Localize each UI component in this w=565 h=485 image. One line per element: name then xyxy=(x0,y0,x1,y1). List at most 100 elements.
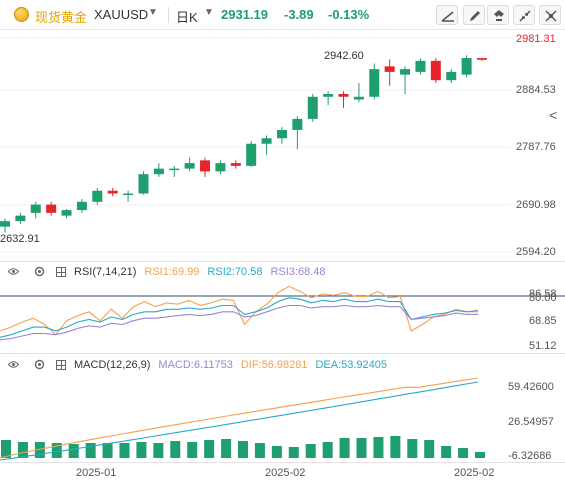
macd-histogram-bar xyxy=(204,440,215,458)
rsi-line-rsi1 xyxy=(0,285,478,336)
candle-body xyxy=(138,174,149,194)
macd-histogram-bar xyxy=(136,442,147,458)
macd-histogram-bar xyxy=(288,447,299,458)
time-axis-label: 2025-02 xyxy=(454,467,495,479)
chevron-down-icon[interactable]: ▼ xyxy=(148,7,158,18)
chevron-left-icon[interactable]: < xyxy=(549,107,558,123)
macd-histogram-bar xyxy=(170,441,181,458)
line-draw-icon xyxy=(441,11,454,22)
rsi-axis-label: 86.58 xyxy=(529,288,557,300)
macd-dif-line xyxy=(0,377,479,459)
candle-body xyxy=(230,163,241,166)
macd-series xyxy=(0,377,485,461)
gold-coin-icon xyxy=(14,7,29,22)
pane-divider xyxy=(0,353,565,354)
macd-histogram-bar xyxy=(102,443,113,458)
gear-icon[interactable] xyxy=(34,359,45,370)
price-axis-label: 2787.76 xyxy=(516,141,556,153)
candle-body xyxy=(0,221,10,227)
macd-histogram-bar xyxy=(424,440,435,458)
candle-body xyxy=(307,96,318,119)
macd-histogram-bar xyxy=(339,438,350,458)
rsi-line-rsi3 xyxy=(0,304,478,341)
candle-body xyxy=(446,71,457,81)
high-annotation: 2942.60 xyxy=(324,50,364,62)
rsi-expand-icon[interactable] xyxy=(56,267,66,277)
pencil-icon xyxy=(470,11,480,21)
candle-body xyxy=(184,163,195,169)
macd-histogram-bar xyxy=(153,443,164,458)
macd-histogram-bar xyxy=(356,438,367,458)
candle-body xyxy=(338,94,349,97)
rsi-axis-label: 80.00 xyxy=(529,292,557,304)
candle-body xyxy=(415,60,426,72)
period-chevron-down-icon[interactable]: ▼ xyxy=(204,7,214,18)
candle-body xyxy=(153,168,164,175)
price-axis-label: 2690.98 xyxy=(516,199,556,211)
macd-histogram-bar xyxy=(322,442,333,458)
time-axis-label: 2025-02 xyxy=(265,467,306,479)
candle-body xyxy=(461,58,472,75)
eye-icon[interactable] xyxy=(8,266,19,277)
rsi-series xyxy=(0,285,479,341)
collapse-button[interactable] xyxy=(513,5,535,25)
period-selector[interactable]: 日K xyxy=(176,10,198,25)
price-axis-label: 2884.53 xyxy=(516,84,556,96)
macd-title: MACD(12,26,9) xyxy=(74,359,151,371)
macd-histogram-bar xyxy=(475,452,485,458)
price-axis-label-top: 2981.31 xyxy=(516,33,556,45)
rsi-axis-label: 51.12 xyxy=(529,340,557,352)
macd-histogram-bar xyxy=(407,439,418,458)
macd-expand-icon[interactable] xyxy=(56,360,66,370)
macd-dea-line xyxy=(0,381,479,461)
candle-body xyxy=(123,193,134,196)
symbol-name[interactable]: 现货黄金 xyxy=(35,10,88,25)
macd-histogram-bar xyxy=(119,443,130,458)
candle-body xyxy=(400,69,411,75)
macd-axis-label: 26.54957 xyxy=(508,416,554,428)
last-price: 2931.19 xyxy=(221,7,268,22)
macd-histogram-bar xyxy=(187,442,198,458)
rsi-axis-label: 68.85 xyxy=(529,315,557,327)
magnet-button[interactable] xyxy=(487,5,509,25)
eye-icon[interactable] xyxy=(8,359,19,370)
macd-axis-label: -6.32686 xyxy=(508,450,552,462)
magnet-icon xyxy=(494,10,504,21)
price-axis-label: 2594.20 xyxy=(516,246,556,258)
dif-label: DIF:56.98281 xyxy=(240,359,308,371)
gear-icon[interactable] xyxy=(34,266,45,277)
macd-histogram-bar xyxy=(34,442,45,458)
line-draw-button[interactable] xyxy=(436,5,458,25)
candle-body xyxy=(107,190,118,194)
candle-body xyxy=(369,69,380,97)
macd-histogram-bar xyxy=(221,439,232,458)
macd-histogram-bar xyxy=(68,444,79,458)
macd-histogram-bar xyxy=(17,442,28,458)
candle-body xyxy=(276,129,287,139)
macd-legend: MACD(12,26,9) MACD:6.11753 DIF:56.98281 … xyxy=(56,359,387,371)
rsi2-label: RSI2:70.58 xyxy=(207,266,263,278)
macd-histogram-bar xyxy=(441,446,452,458)
price-change-pct: -0.13% xyxy=(328,7,370,22)
candle-body xyxy=(261,138,272,144)
macd-histogram-bar xyxy=(51,443,62,458)
divider xyxy=(168,7,169,23)
candle-body xyxy=(430,60,441,81)
macd-histogram-bar xyxy=(254,443,265,458)
candle-body xyxy=(353,96,364,100)
macd-histogram-bar xyxy=(458,448,469,458)
candle-body xyxy=(477,58,487,60)
candle-body xyxy=(246,143,257,166)
macd-histogram-bar xyxy=(271,446,282,458)
rsi3-label: RSI3:68.48 xyxy=(270,266,326,278)
dea-label: DEA:53.92405 xyxy=(315,359,388,371)
time-axis-label: 2025-01 xyxy=(76,467,117,479)
candle-body xyxy=(292,118,303,130)
pencil-button[interactable] xyxy=(463,5,485,25)
settings-button[interactable] xyxy=(539,5,561,25)
candle-body xyxy=(15,215,26,222)
symbol-code[interactable]: XAUUSD xyxy=(94,7,149,22)
rsi1-label: RSI1:69.99 xyxy=(144,266,200,278)
